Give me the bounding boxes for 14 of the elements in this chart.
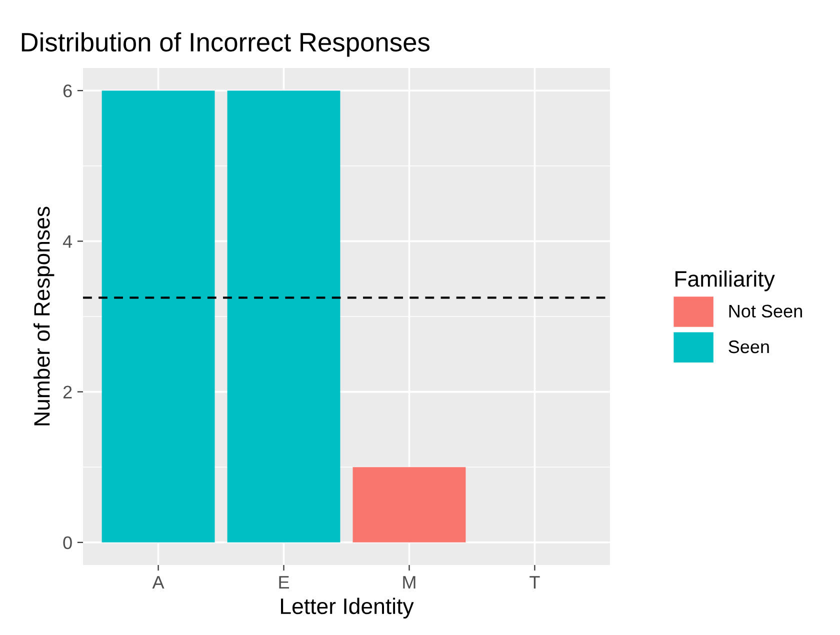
y-axis-title: Number of Responses bbox=[33, 206, 54, 426]
x-tick-label: E bbox=[279, 576, 290, 588]
legend-label: Seen bbox=[728, 340, 769, 354]
chart-title: Distribution of Incorrect Responses bbox=[22, 32, 430, 57]
x-tick-label: A bbox=[152, 576, 164, 588]
x-axis-title: Letter Identity bbox=[281, 598, 414, 619]
y-tick-label: 2 bbox=[63, 386, 72, 398]
y-tick-label: 0 bbox=[63, 536, 72, 550]
x-tick-label: M bbox=[403, 576, 416, 588]
legend-label: Not Seen bbox=[729, 304, 802, 318]
x-tick-label: T bbox=[530, 576, 540, 588]
y-tick-label: 6 bbox=[63, 84, 72, 98]
legend-title: Familiarity bbox=[676, 270, 775, 292]
y-tick-label: 4 bbox=[62, 235, 72, 248]
